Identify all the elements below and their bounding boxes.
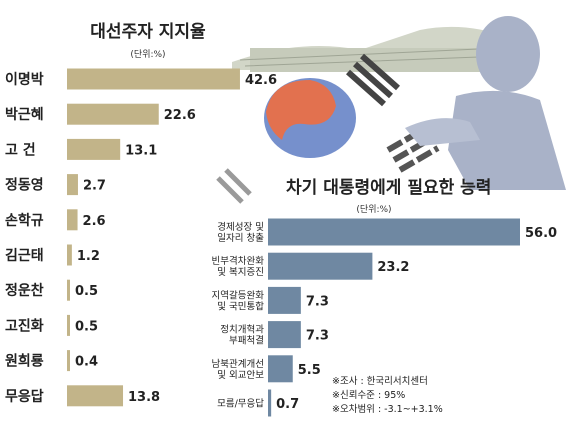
- category-label: 일자리 창출: [217, 233, 264, 244]
- bar: [268, 252, 373, 280]
- value-label: 5.5: [298, 363, 321, 378]
- value-label: 22.6: [164, 108, 196, 123]
- category-label: 빈부격차완화: [212, 255, 265, 267]
- flag-trigram-bottom: [386, 125, 440, 173]
- bar: [67, 244, 72, 266]
- value-label: 0.5: [75, 319, 98, 334]
- category-label: 정동영: [5, 177, 44, 194]
- category-label: 고 건: [5, 141, 36, 158]
- value-label: 23.2: [377, 260, 409, 275]
- bar: [67, 314, 70, 336]
- bar: [67, 279, 70, 301]
- value-label: 1.2: [77, 249, 100, 264]
- bar: [268, 355, 293, 383]
- chart-unit: (단위:%): [130, 49, 165, 60]
- bar: [268, 286, 301, 314]
- value-label: 7.3: [306, 294, 329, 309]
- chart-title: 차기 대통령에게 필요한 능력: [286, 177, 491, 198]
- category-label: 정운찬: [5, 282, 44, 299]
- category-label: 및 외교안보: [217, 369, 264, 381]
- bar: [268, 389, 272, 417]
- chart-bars: 이명박 42.6 박근혜 22.6 고 건 13.1 정동영 2.7 손학규 2.6 김근태 1.2 정…: [5, 68, 277, 407]
- category-label: 손학규: [5, 213, 44, 229]
- category-label: 부패척결: [229, 336, 264, 347]
- category-label: 이명박: [5, 71, 44, 88]
- bar: [67, 68, 240, 90]
- category-label: 모름/무응답: [217, 398, 264, 410]
- category-label: 경제성장 및: [217, 221, 264, 233]
- value-label: 56.0: [525, 226, 557, 241]
- flag-trigram-left: [216, 168, 252, 204]
- value-label: 13.8: [128, 390, 160, 405]
- value-label: 0.4: [75, 355, 98, 370]
- category-label: 정치개혁과: [220, 324, 264, 336]
- category-label: 박근혜: [5, 106, 44, 123]
- category-label: 원희룡: [5, 354, 44, 370]
- category-label: 무응답: [5, 388, 44, 405]
- chart-unit: (단위:%): [356, 204, 391, 215]
- person-silhouette: [405, 16, 566, 190]
- value-label: 42.6: [245, 73, 277, 88]
- flag-illustration: [216, 53, 440, 204]
- value-label: 0.5: [75, 284, 98, 299]
- bar: [67, 174, 78, 196]
- category-label: 고진화: [5, 317, 44, 334]
- bar: [67, 350, 70, 372]
- palace-roof-lines: [239, 47, 506, 67]
- bar: [268, 218, 520, 246]
- value-label: 7.3: [306, 329, 329, 344]
- category-label: 김근태: [5, 247, 44, 264]
- chart-support: 대선주자 지지율 (단위:%) 이명박 42.6 박근혜 22.6 고 건 13.1 정동영…: [5, 22, 277, 407]
- note-confidence: ※신뢰수준 : 95%: [332, 390, 405, 401]
- category-label: 및 국민통합: [217, 300, 264, 312]
- bar: [67, 385, 124, 407]
- bar: [67, 138, 121, 160]
- chart-title: 대선주자 지지율: [90, 22, 206, 42]
- note-survey: ※조사 : 한국리서치센터: [332, 375, 428, 387]
- value-label: 13.1: [125, 143, 157, 158]
- category-label: 남북관계개선: [212, 358, 264, 370]
- value-label: 2.6: [83, 214, 106, 229]
- note-margin: ※오차범위 : -3.1~+3.1%: [332, 403, 443, 415]
- survey-notes: ※조사 : 한국리서치센터 ※신뢰수준 : 95% ※오차범위 : -3.1~+…: [332, 375, 443, 415]
- flag-trigram-top: [346, 53, 400, 107]
- bar: [67, 103, 159, 125]
- taegeuk-emblem: [264, 78, 356, 158]
- bar: [268, 321, 301, 349]
- value-label: 2.7: [83, 179, 106, 194]
- category-label: 지역갈등완화: [212, 289, 265, 301]
- category-label: 및 복지증진: [217, 266, 264, 278]
- bar: [67, 209, 78, 231]
- value-label: 0.7: [276, 397, 299, 412]
